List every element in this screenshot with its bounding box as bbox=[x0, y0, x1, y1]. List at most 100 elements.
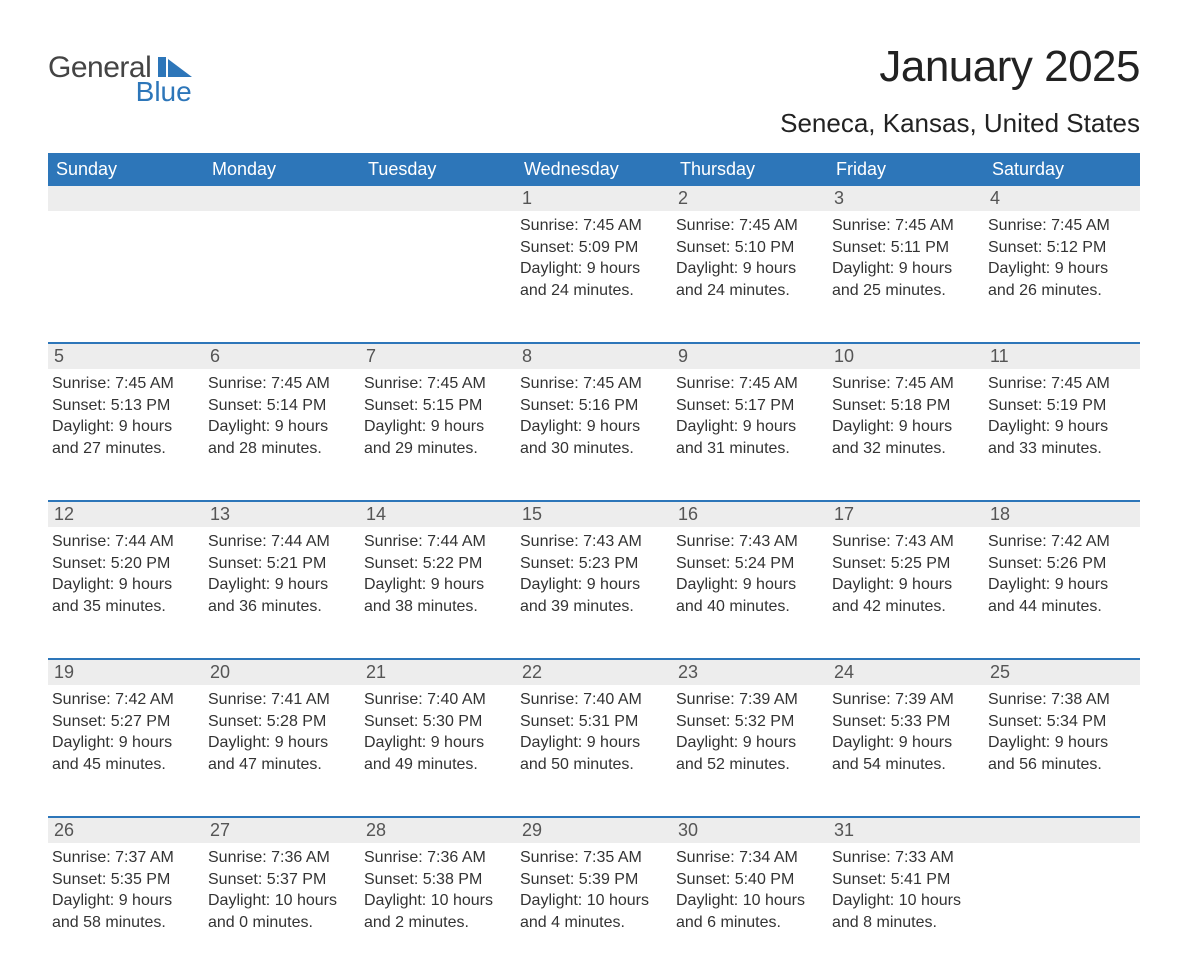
day-line: Sunrise: 7:39 AM bbox=[676, 689, 824, 711]
day-cell: Sunrise: 7:42 AMSunset: 5:26 PMDaylight:… bbox=[984, 527, 1140, 659]
day-cell: Sunrise: 7:43 AMSunset: 5:24 PMDaylight:… bbox=[672, 527, 828, 659]
day-number: 15 bbox=[516, 501, 672, 527]
day-line: Sunrise: 7:45 AM bbox=[676, 373, 824, 395]
day-line: Sunset: 5:30 PM bbox=[364, 711, 512, 733]
day-line: and 52 minutes. bbox=[676, 754, 824, 776]
day-line: Daylight: 9 hours bbox=[676, 258, 824, 280]
day-line: Daylight: 9 hours bbox=[364, 732, 512, 754]
day-line: Sunset: 5:09 PM bbox=[520, 237, 668, 259]
day-line: and 28 minutes. bbox=[208, 438, 356, 460]
day-number: 8 bbox=[516, 343, 672, 369]
day-line: and 24 minutes. bbox=[520, 280, 668, 302]
day-line: Sunset: 5:28 PM bbox=[208, 711, 356, 733]
day-cell: Sunrise: 7:41 AMSunset: 5:28 PMDaylight:… bbox=[204, 685, 360, 817]
day-line: Sunset: 5:14 PM bbox=[208, 395, 356, 417]
day-line: and 27 minutes. bbox=[52, 438, 200, 460]
day-line: and 36 minutes. bbox=[208, 596, 356, 618]
day-line: and 26 minutes. bbox=[988, 280, 1136, 302]
day-line: Sunrise: 7:40 AM bbox=[364, 689, 512, 711]
day-cell: Sunrise: 7:45 AMSunset: 5:14 PMDaylight:… bbox=[204, 369, 360, 501]
day-cell: Sunrise: 7:36 AMSunset: 5:38 PMDaylight:… bbox=[360, 843, 516, 975]
day-line: Sunset: 5:41 PM bbox=[832, 869, 980, 891]
day-number: 28 bbox=[360, 817, 516, 843]
day-line: Sunrise: 7:44 AM bbox=[208, 531, 356, 553]
day-header: Friday bbox=[828, 153, 984, 186]
day-line: Daylight: 10 hours bbox=[520, 890, 668, 912]
day-header: Saturday bbox=[984, 153, 1140, 186]
day-number: 18 bbox=[984, 501, 1140, 527]
day-line: Daylight: 10 hours bbox=[208, 890, 356, 912]
day-line: Sunset: 5:18 PM bbox=[832, 395, 980, 417]
day-number: 9 bbox=[672, 343, 828, 369]
day-number: 20 bbox=[204, 659, 360, 685]
day-line: Sunrise: 7:38 AM bbox=[988, 689, 1136, 711]
day-line: Sunrise: 7:41 AM bbox=[208, 689, 356, 711]
brand-logo: General Blue bbox=[48, 54, 192, 105]
day-line: Daylight: 9 hours bbox=[364, 574, 512, 596]
day-line: Sunset: 5:24 PM bbox=[676, 553, 824, 575]
day-line: Sunset: 5:38 PM bbox=[364, 869, 512, 891]
day-line: Sunset: 5:20 PM bbox=[52, 553, 200, 575]
day-cell: Sunrise: 7:45 AMSunset: 5:17 PMDaylight:… bbox=[672, 369, 828, 501]
day-cell: Sunrise: 7:45 AMSunset: 5:18 PMDaylight:… bbox=[828, 369, 984, 501]
day-number: 19 bbox=[48, 659, 204, 685]
day-line: Sunrise: 7:45 AM bbox=[676, 215, 824, 237]
day-line: Daylight: 9 hours bbox=[52, 416, 200, 438]
title-block: January 2025 Seneca, Kansas, United Stat… bbox=[780, 42, 1140, 139]
day-number: 2 bbox=[672, 186, 828, 211]
day-cell bbox=[48, 211, 204, 343]
day-line: Sunrise: 7:45 AM bbox=[832, 215, 980, 237]
day-header: Wednesday bbox=[516, 153, 672, 186]
day-cell: Sunrise: 7:45 AMSunset: 5:13 PMDaylight:… bbox=[48, 369, 204, 501]
day-number: 30 bbox=[672, 817, 828, 843]
day-line: and 40 minutes. bbox=[676, 596, 824, 618]
day-number bbox=[48, 186, 204, 211]
day-line: and 56 minutes. bbox=[988, 754, 1136, 776]
day-cell: Sunrise: 7:43 AMSunset: 5:23 PMDaylight:… bbox=[516, 527, 672, 659]
day-line: Sunset: 5:19 PM bbox=[988, 395, 1136, 417]
day-number: 17 bbox=[828, 501, 984, 527]
day-line: Sunrise: 7:43 AM bbox=[676, 531, 824, 553]
day-cell: Sunrise: 7:45 AMSunset: 5:16 PMDaylight:… bbox=[516, 369, 672, 501]
day-cell bbox=[360, 211, 516, 343]
day-line: and 42 minutes. bbox=[832, 596, 980, 618]
day-number: 11 bbox=[984, 343, 1140, 369]
day-line: Sunrise: 7:42 AM bbox=[52, 689, 200, 711]
day-line: Daylight: 9 hours bbox=[832, 416, 980, 438]
day-line: Sunset: 5:31 PM bbox=[520, 711, 668, 733]
day-line: Daylight: 9 hours bbox=[364, 416, 512, 438]
day-line: Daylight: 9 hours bbox=[52, 890, 200, 912]
calendar-table: SundayMondayTuesdayWednesdayThursdayFrid… bbox=[48, 153, 1140, 975]
day-line: Daylight: 9 hours bbox=[988, 732, 1136, 754]
day-cell: Sunrise: 7:45 AMSunset: 5:10 PMDaylight:… bbox=[672, 211, 828, 343]
day-cell: Sunrise: 7:40 AMSunset: 5:31 PMDaylight:… bbox=[516, 685, 672, 817]
day-number bbox=[204, 186, 360, 211]
day-line: Sunrise: 7:36 AM bbox=[208, 847, 356, 869]
day-line: Daylight: 9 hours bbox=[988, 258, 1136, 280]
day-line: and 47 minutes. bbox=[208, 754, 356, 776]
day-cell: Sunrise: 7:39 AMSunset: 5:32 PMDaylight:… bbox=[672, 685, 828, 817]
day-line: and 2 minutes. bbox=[364, 912, 512, 934]
day-cell: Sunrise: 7:33 AMSunset: 5:41 PMDaylight:… bbox=[828, 843, 984, 975]
day-line: and 30 minutes. bbox=[520, 438, 668, 460]
day-line: Sunset: 5:21 PM bbox=[208, 553, 356, 575]
day-line: and 44 minutes. bbox=[988, 596, 1136, 618]
day-line: Daylight: 9 hours bbox=[520, 732, 668, 754]
day-line: and 35 minutes. bbox=[52, 596, 200, 618]
day-line: Daylight: 9 hours bbox=[520, 416, 668, 438]
day-line: Daylight: 10 hours bbox=[832, 890, 980, 912]
day-cell: Sunrise: 7:36 AMSunset: 5:37 PMDaylight:… bbox=[204, 843, 360, 975]
day-number: 6 bbox=[204, 343, 360, 369]
day-cell: Sunrise: 7:45 AMSunset: 5:15 PMDaylight:… bbox=[360, 369, 516, 501]
day-line: Sunrise: 7:44 AM bbox=[364, 531, 512, 553]
day-cell: Sunrise: 7:42 AMSunset: 5:27 PMDaylight:… bbox=[48, 685, 204, 817]
day-line: Daylight: 9 hours bbox=[676, 732, 824, 754]
flag-icon bbox=[158, 55, 192, 77]
day-line: Sunset: 5:10 PM bbox=[676, 237, 824, 259]
day-line: Sunset: 5:17 PM bbox=[676, 395, 824, 417]
brand-text: General Blue bbox=[48, 54, 192, 105]
day-line: and 4 minutes. bbox=[520, 912, 668, 934]
day-line: Sunset: 5:33 PM bbox=[832, 711, 980, 733]
day-line: Sunset: 5:15 PM bbox=[364, 395, 512, 417]
day-number: 13 bbox=[204, 501, 360, 527]
